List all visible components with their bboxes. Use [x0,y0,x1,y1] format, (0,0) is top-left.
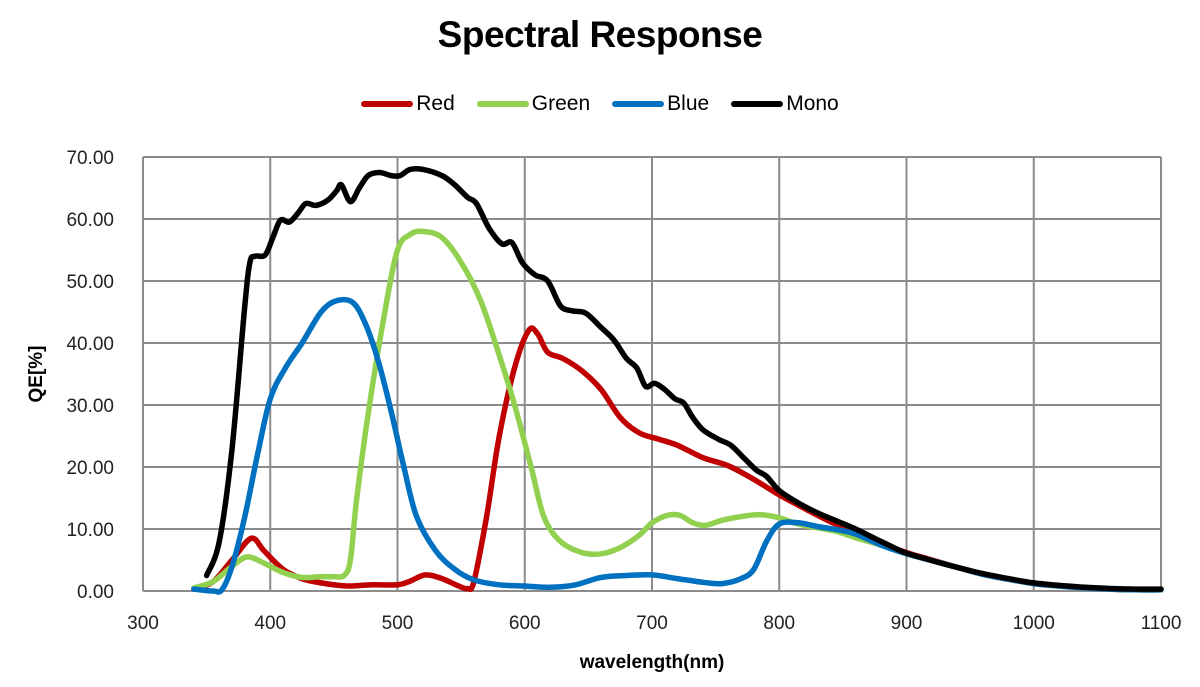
y-tick-label: 70.00 [66,148,114,169]
legend-label-green: Green [531,92,591,115]
x-tick-label: 900 [891,613,923,634]
series-lines [191,165,1164,595]
legend-swatch-green [476,101,529,107]
x-axis-ticks: 300 400 500 600 700 800 900 1000 1100 [127,613,1181,634]
x-axis-title: wavelength(nm) [579,652,725,673]
gridlines [142,156,1162,592]
legend-item-blue[interactable]: Blue [612,92,709,116]
x-tick-label: 800 [763,613,795,634]
legend-swatch-blue [612,101,665,107]
legend-label-mono: Mono [786,92,839,115]
series-line-mono [203,165,1164,592]
y-tick-label: 50.00 [66,272,114,293]
y-tick-label: 40.00 [66,334,114,355]
legend: Red Green Blue Mono [0,92,1200,116]
legend-item-mono[interactable]: Mono [731,92,839,116]
legend-item-red[interactable]: Red [361,92,455,116]
y-axis-title: QE[%] [26,346,47,403]
series-line-red [191,325,1164,593]
chart-title: Spectral Response [437,14,763,55]
y-tick-label: 60.00 [66,210,114,231]
x-tick-label: 600 [509,613,541,634]
x-tick-label: 700 [636,613,668,634]
legend-swatch-red [361,101,414,107]
x-tick-label: 500 [382,613,414,634]
legend-label-blue: Blue [667,92,710,115]
series-line-green [191,228,1164,593]
y-axis-ticks: 0.00 10.00 20.00 30.00 40.00 50.00 60.00 70.00 [66,148,114,603]
legend-item-green[interactable]: Green [476,92,591,116]
y-tick-label: 10.00 [66,520,114,541]
y-tick-label: 30.00 [66,396,114,417]
legend-swatch-mono [731,101,784,107]
y-tick-label: 0.00 [77,582,114,603]
y-tick-label: 20.00 [66,458,114,479]
x-tick-label: 1000 [1013,613,1055,634]
x-tick-label: 1100 [1141,613,1182,634]
x-tick-label: 400 [254,613,286,634]
legend-label-red: Red [416,92,455,115]
x-tick-label: 300 [127,613,159,634]
